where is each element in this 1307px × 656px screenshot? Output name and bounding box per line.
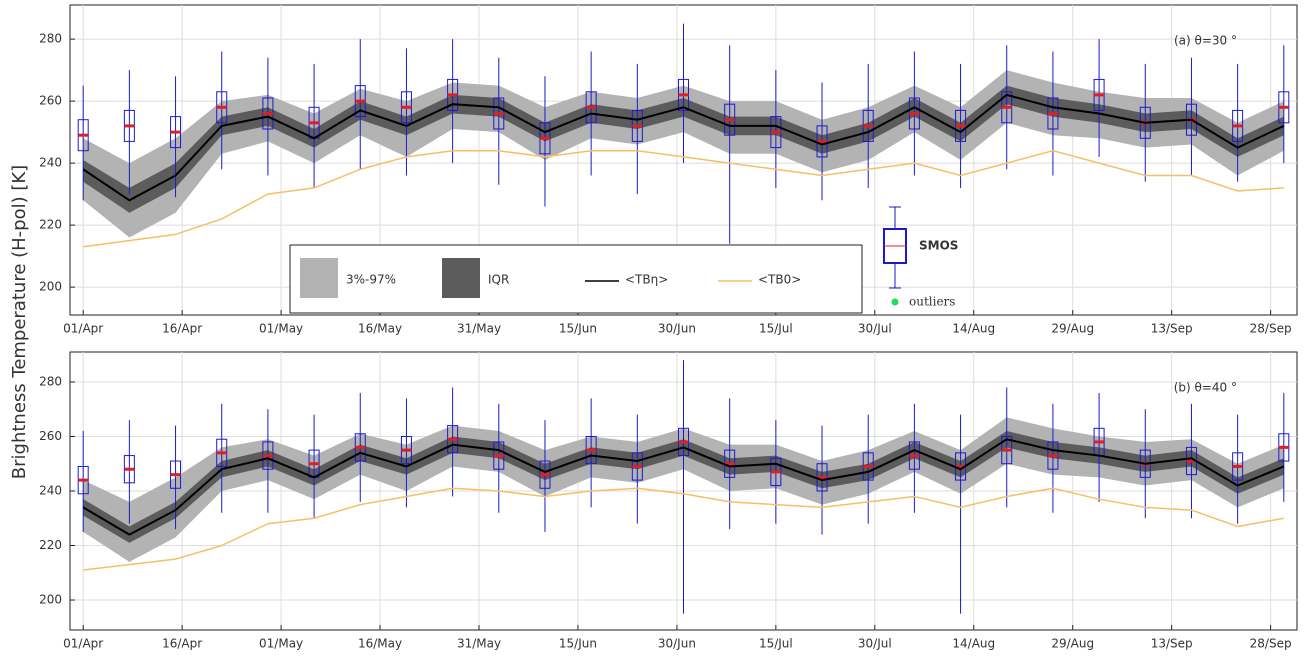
x-tick-label: 01/May — [259, 637, 303, 651]
x-tick-label: 31/May — [457, 637, 501, 651]
x-tick-label: 16/May — [358, 637, 402, 651]
line — [83, 149, 1284, 248]
x-tick-label: 29/Aug — [1051, 637, 1094, 651]
x-tick-label: 16/Apr — [162, 322, 202, 336]
y-tick-label: 280 — [39, 374, 62, 388]
x-tick-label: 14/Aug — [952, 322, 995, 336]
x-tick-label: 15/Jul — [759, 322, 793, 336]
legend-label: IQR — [488, 273, 509, 287]
x-tick-label: 15/Jun — [559, 322, 597, 336]
x-tick-label: 30/Jun — [658, 637, 696, 651]
legend-label: <TB0> — [758, 273, 801, 287]
x-tick-label: 16/May — [358, 322, 402, 336]
y-tick-label: 260 — [39, 94, 62, 108]
legend-swatch — [442, 258, 480, 298]
x-tick-label: 28/Sep — [1250, 637, 1292, 651]
line — [82, 93, 1285, 202]
x-tick-label: 01/May — [259, 322, 303, 336]
x-tick-label: 16/Apr — [162, 637, 202, 651]
x-tick-label: 13/Sep — [1151, 322, 1193, 336]
x-tick-label: 15/Jul — [759, 637, 793, 651]
y-tick-label: 220 — [39, 538, 62, 552]
y-tick-label: 240 — [39, 484, 62, 498]
line — [83, 487, 1284, 571]
x-tick-label: 31/May — [457, 322, 501, 336]
y-tick-label: 240 — [39, 156, 62, 170]
x-tick-label: 28/Sep — [1250, 322, 1292, 336]
legend-label: SMOS — [919, 239, 958, 253]
x-tick-label: 30/Jul — [858, 322, 892, 336]
line — [82, 438, 1285, 536]
legend-label: 3%-97% — [346, 273, 396, 287]
x-tick-label: 01/Apr — [63, 637, 103, 651]
annotation: (a) θ=30 ° — [1174, 34, 1237, 48]
x-tick-label: 14/Aug — [952, 637, 995, 651]
y-tick-label: 280 — [39, 32, 62, 46]
legend-label: outliers — [909, 295, 955, 309]
y-tick-label: 220 — [39, 218, 62, 232]
y-tick-label: 260 — [39, 429, 62, 443]
y-tick-label: 200 — [39, 593, 62, 607]
x-tick-label: 30/Jul — [858, 637, 892, 651]
x-tick-label: 13/Sep — [1151, 637, 1193, 651]
x-tick-label: 29/Aug — [1051, 322, 1094, 336]
x-tick-label: 15/Jun — [559, 637, 597, 651]
legend-label: <TBη> — [625, 273, 668, 287]
x-tick-label: 01/Apr — [63, 322, 103, 336]
legend-outlier — [891, 298, 899, 306]
x-tick-label: 30/Jun — [658, 322, 696, 336]
legend-box — [289, 244, 863, 314]
y-tick-label: 200 — [39, 280, 62, 294]
legend-swatch — [300, 258, 338, 298]
annotation: (b) θ=40 ° — [1174, 381, 1237, 395]
y-axis-label: Brightness Temperature (H-pol) [K] — [9, 165, 30, 479]
